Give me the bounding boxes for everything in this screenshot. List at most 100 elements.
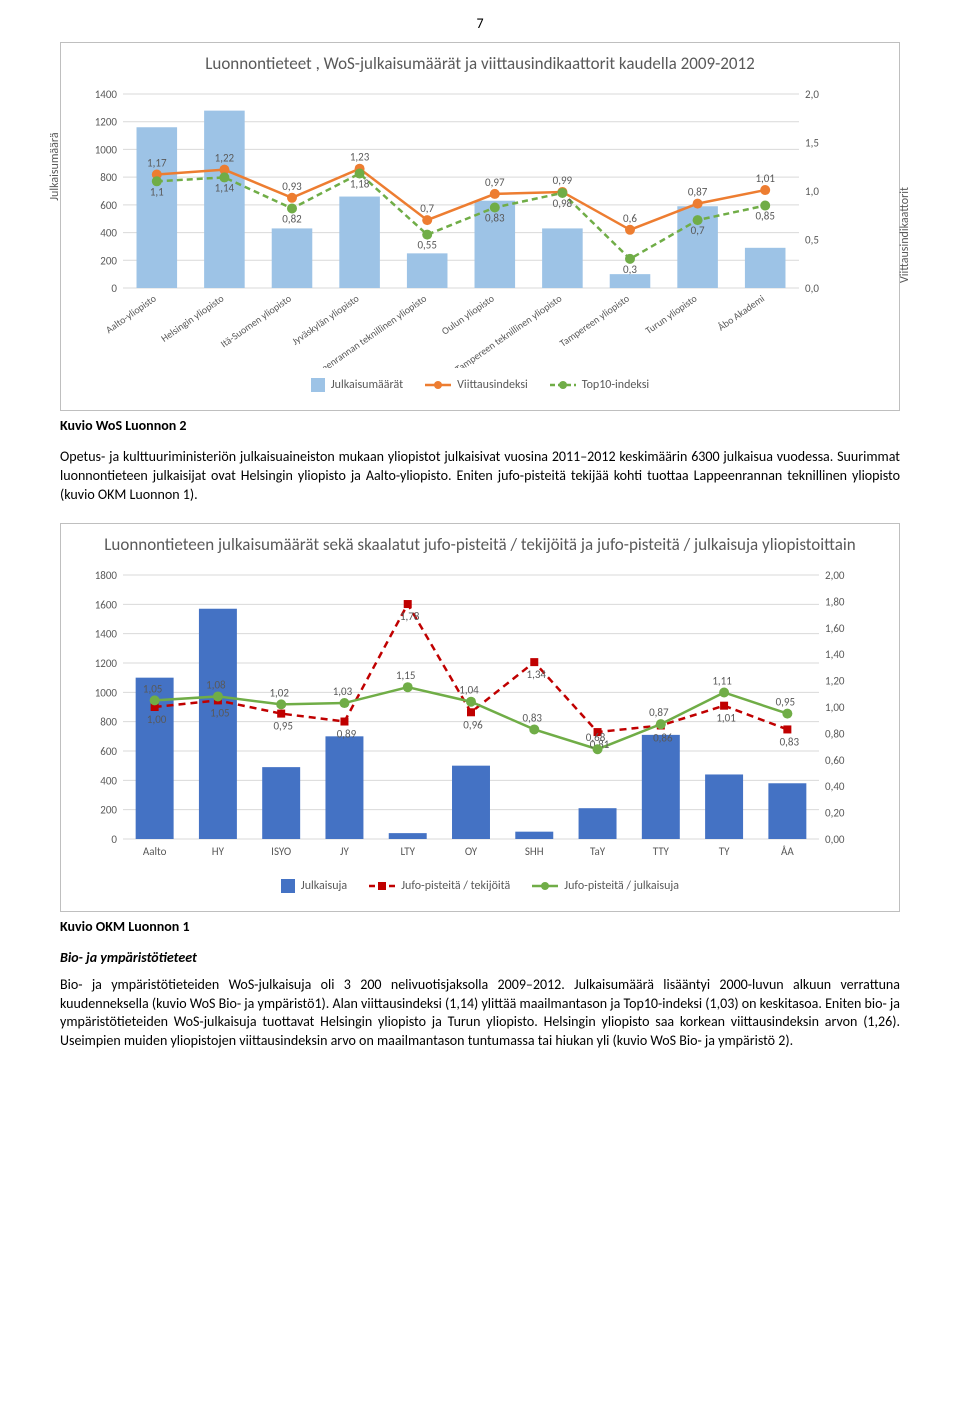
svg-text:400: 400 — [100, 774, 117, 787]
chart-wos-luonnon: Luonnontieteet , WoS-julkaisumäärät ja v… — [60, 42, 900, 411]
svg-text:0,93: 0,93 — [282, 180, 302, 193]
svg-text:Åbo Akademi: Åbo Akademi — [715, 292, 767, 334]
svg-text:0,60: 0,60 — [825, 753, 845, 766]
svg-text:800: 800 — [100, 715, 117, 728]
svg-text:1,0: 1,0 — [805, 185, 819, 198]
svg-text:400: 400 — [100, 227, 117, 240]
svg-text:1,02: 1,02 — [269, 686, 289, 699]
subheading: Bio- ja ympäristötieteet — [60, 949, 900, 966]
svg-text:2,00: 2,00 — [825, 569, 845, 582]
svg-text:1,40: 1,40 — [825, 648, 845, 661]
svg-text:0,80: 0,80 — [825, 727, 845, 740]
svg-text:0,89: 0,89 — [337, 727, 357, 740]
svg-text:1000: 1000 — [95, 686, 118, 699]
chart1-legend-line1: Viittausindeksi — [457, 378, 528, 392]
chart2-legend-bars: Julkaisuja — [301, 879, 347, 893]
svg-text:200: 200 — [100, 803, 117, 816]
svg-text:0,83: 0,83 — [780, 735, 800, 748]
svg-text:1400: 1400 — [95, 627, 118, 640]
caption2: Kuvio OKM Luonnon 1 — [60, 918, 900, 935]
svg-text:0,83: 0,83 — [485, 211, 505, 224]
svg-text:Tampereen teknillinen yliopist: Tampereen teknillinen yliopisto — [453, 292, 565, 368]
svg-text:0,98: 0,98 — [553, 197, 573, 210]
svg-text:0,7: 0,7 — [420, 202, 434, 215]
svg-text:1,05: 1,05 — [143, 682, 162, 695]
svg-text:1,22: 1,22 — [215, 152, 235, 165]
svg-text:0,95: 0,95 — [776, 695, 795, 708]
svg-text:Aalto: Aalto — [143, 845, 167, 858]
svg-text:600: 600 — [100, 199, 117, 212]
svg-text:1,17: 1,17 — [147, 157, 167, 170]
svg-text:LTY: LTY — [400, 845, 415, 858]
page-number: 7 — [60, 0, 900, 42]
svg-text:0,0: 0,0 — [805, 282, 819, 295]
svg-text:2,0: 2,0 — [805, 88, 819, 101]
svg-text:800: 800 — [100, 171, 117, 184]
svg-text:0,97: 0,97 — [485, 176, 505, 189]
svg-text:ÅA: ÅA — [781, 845, 794, 858]
chart2-title: Luonnontieteen julkaisumäärät sekä skaal… — [79, 534, 881, 555]
svg-text:0,6: 0,6 — [623, 212, 637, 225]
paragraph2: Bio- ja ympäristötieteiden WoS-julkaisuj… — [60, 976, 900, 1052]
paragraph1: Opetus- ja kulttuuriministeriön julkaisu… — [60, 448, 900, 505]
caption1: Kuvio WoS Luonnon 2 — [60, 417, 900, 434]
svg-text:TaY: TaY — [590, 845, 606, 858]
svg-text:0: 0 — [111, 833, 117, 846]
svg-text:1200: 1200 — [95, 116, 118, 129]
svg-text:0,3: 0,3 — [623, 263, 637, 276]
svg-text:0,7: 0,7 — [691, 224, 705, 237]
svg-text:0,85: 0,85 — [755, 210, 774, 223]
svg-text:1,00: 1,00 — [147, 713, 167, 726]
svg-text:1,01: 1,01 — [755, 172, 775, 185]
chart1-y1-label: Julkaisumäärä — [48, 132, 62, 200]
svg-text:Tampereen yliopisto: Tampereen yliopisto — [557, 292, 632, 350]
svg-text:Itä-Suomen yliopisto: Itä-Suomen yliopisto — [218, 292, 294, 351]
svg-text:0,87: 0,87 — [688, 186, 708, 199]
svg-text:0,20: 0,20 — [825, 806, 845, 819]
svg-text:1,01: 1,01 — [716, 711, 736, 724]
svg-text:0,83: 0,83 — [523, 711, 543, 724]
svg-text:1,18: 1,18 — [350, 178, 370, 191]
svg-text:1,80: 1,80 — [825, 595, 845, 608]
svg-text:0,82: 0,82 — [282, 212, 302, 225]
svg-text:1,60: 1,60 — [825, 621, 845, 634]
svg-text:0,00: 0,00 — [825, 833, 845, 846]
svg-text:1,03: 1,03 — [333, 685, 353, 698]
svg-text:Jyväskylän yliopisto: Jyväskylän yliopisto — [289, 292, 361, 348]
svg-text:1400: 1400 — [95, 88, 118, 101]
svg-text:0,86: 0,86 — [653, 731, 673, 744]
chart-okm-luonnon: Luonnontieteen julkaisumäärät sekä skaal… — [60, 523, 900, 912]
svg-text:1,05: 1,05 — [210, 706, 229, 719]
svg-text:1600: 1600 — [95, 598, 118, 611]
chart1-legend: Julkaisumäärät Viittausindeksi Top10-ind… — [79, 378, 881, 392]
svg-text:0,40: 0,40 — [825, 780, 845, 793]
svg-text:0,55: 0,55 — [417, 239, 436, 252]
chart1-legend-line2: Top10-indeksi — [582, 378, 649, 392]
chart1-svg: 02004006008001000120014000,00,51,01,52,0… — [79, 88, 839, 368]
svg-text:1200: 1200 — [95, 657, 118, 670]
svg-text:Helsingin yliopisto: Helsingin yliopisto — [158, 292, 226, 345]
svg-text:1,20: 1,20 — [825, 674, 845, 687]
svg-text:1,08: 1,08 — [206, 678, 226, 691]
svg-text:0,99: 0,99 — [553, 174, 573, 187]
svg-text:1,5: 1,5 — [805, 137, 819, 150]
chart1-y2-label: Viittausindikaattorit — [898, 187, 912, 283]
svg-text:1000: 1000 — [95, 143, 118, 156]
chart1-title: Luonnontieteet , WoS-julkaisumäärät ja v… — [79, 53, 881, 74]
svg-text:Oulun yliopisto: Oulun yliopisto — [439, 292, 497, 338]
chart1-legend-bars: Julkaisumäärät — [331, 378, 403, 392]
svg-text:1,11: 1,11 — [712, 674, 732, 687]
svg-text:0,95: 0,95 — [273, 719, 292, 732]
chart2-legend: Julkaisuja Jufo-pisteitä / tekijöitä Juf… — [79, 879, 881, 893]
svg-text:SHH: SHH — [525, 845, 544, 858]
svg-text:Aalto-yliopisto: Aalto-yliopisto — [103, 292, 158, 336]
svg-text:1,23: 1,23 — [350, 151, 370, 164]
svg-text:1,00: 1,00 — [825, 701, 845, 714]
svg-text:TTY: TTY — [653, 845, 670, 858]
svg-text:HY: HY — [212, 845, 225, 858]
svg-text:600: 600 — [100, 745, 117, 758]
svg-text:1800: 1800 — [95, 569, 118, 582]
svg-text:TY: TY — [719, 845, 730, 858]
svg-text:1,15: 1,15 — [396, 669, 415, 682]
svg-text:1,78: 1,78 — [400, 610, 420, 623]
